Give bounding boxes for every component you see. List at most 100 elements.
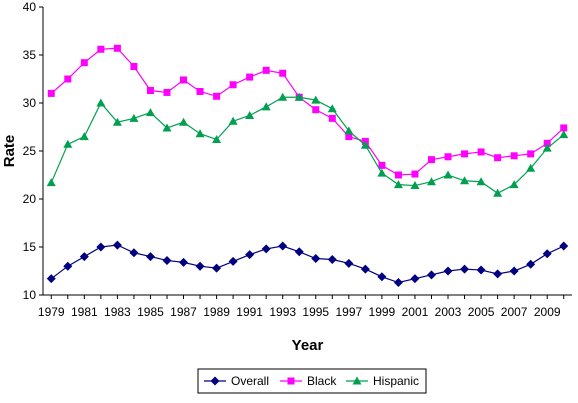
hispanic-point xyxy=(162,123,172,132)
hispanic-point xyxy=(278,92,288,101)
overall-point xyxy=(46,274,56,284)
overall-point xyxy=(493,269,503,279)
hispanic-point xyxy=(493,188,503,197)
black-point xyxy=(246,73,254,81)
black-point xyxy=(494,154,502,162)
series-layer xyxy=(46,44,569,288)
y-tick-label: 40 xyxy=(23,0,37,14)
hispanic-point xyxy=(327,104,337,113)
black-point xyxy=(427,156,435,164)
x-tick-label: 1991 xyxy=(236,305,263,319)
black-line xyxy=(50,47,565,176)
hispanic-point xyxy=(179,117,189,126)
hispanic-point xyxy=(443,170,453,179)
hispanic-point xyxy=(559,130,569,139)
overall-point xyxy=(261,244,271,254)
black-point xyxy=(130,63,138,71)
black-point xyxy=(394,171,402,179)
x-tick-label: 1985 xyxy=(137,305,164,319)
black-point xyxy=(47,89,55,97)
y-tick-label: 30 xyxy=(23,96,37,110)
x-tick-label: 1997 xyxy=(335,305,362,319)
overall-point xyxy=(559,241,569,251)
x-tick-label: 2003 xyxy=(435,305,462,319)
y-tick-label: 25 xyxy=(23,144,37,158)
overall-point xyxy=(526,259,536,269)
black-point xyxy=(279,69,287,77)
hispanic-point xyxy=(228,116,238,125)
x-tick-label: 1995 xyxy=(302,305,329,319)
legend-label: Black xyxy=(307,374,337,388)
overall-point xyxy=(162,255,172,265)
overall-point xyxy=(377,272,387,282)
overall-point xyxy=(294,247,304,257)
hispanic-point xyxy=(542,143,552,152)
hispanic-line xyxy=(50,96,565,194)
hispanic-point xyxy=(195,129,205,138)
legend-item-hispanic: Hispanic xyxy=(346,374,419,388)
black-point xyxy=(180,76,188,84)
series-hispanic xyxy=(46,92,569,197)
black-point xyxy=(527,150,535,158)
x-tick-label: 1999 xyxy=(369,305,396,319)
overall-point xyxy=(327,254,337,264)
hispanic-point xyxy=(311,95,321,104)
legend-marker xyxy=(352,376,362,385)
overall-point xyxy=(228,256,238,266)
hispanic-point xyxy=(212,134,222,143)
y-axis: 10 15 20 25 30 35 40 xyxy=(23,0,44,302)
legend-marker xyxy=(210,376,220,386)
black-point xyxy=(196,87,204,95)
y-tick-label: 20 xyxy=(23,192,37,206)
overall-point xyxy=(509,266,519,276)
black-point xyxy=(543,139,551,147)
overall-point xyxy=(311,254,321,264)
black-point xyxy=(262,66,270,74)
series-overall xyxy=(46,240,569,288)
hispanic-point xyxy=(112,117,122,126)
hispanic-point xyxy=(393,180,403,189)
black-point xyxy=(80,59,88,67)
black-point xyxy=(213,92,221,100)
hispanic-point xyxy=(344,126,354,135)
x-tick-label: 2007 xyxy=(501,305,528,319)
overall-point xyxy=(393,278,403,288)
x-tick-label: 2001 xyxy=(402,305,429,319)
hispanic-point xyxy=(145,108,155,117)
x-axis: 1979 1981 1983 1985 1987 1989 1991 1993 1995 1997… xyxy=(38,294,572,319)
hispanic-point xyxy=(96,98,106,107)
black-point xyxy=(97,45,105,53)
x-tick-label: 1981 xyxy=(71,305,98,319)
black-point xyxy=(113,44,121,52)
legend-label: Overall xyxy=(231,374,269,388)
hispanic-point xyxy=(377,168,387,177)
black-point xyxy=(378,161,386,169)
overall-point xyxy=(145,252,155,262)
overall-point xyxy=(245,250,255,260)
overall-point xyxy=(79,252,89,262)
hispanic-point xyxy=(509,180,519,189)
overall-point xyxy=(129,248,139,258)
hispanic-point xyxy=(426,177,436,186)
black-point xyxy=(461,150,469,158)
overall-point xyxy=(96,242,106,252)
black-point xyxy=(229,81,237,89)
hispanic-point xyxy=(46,178,56,187)
overall-point xyxy=(443,266,453,276)
black-point xyxy=(345,133,353,141)
black-point xyxy=(163,88,171,96)
overall-point xyxy=(460,264,470,274)
overall-point xyxy=(179,257,189,267)
x-tick-label: 1983 xyxy=(104,305,131,319)
hispanic-point xyxy=(410,181,420,190)
hispanic-point xyxy=(360,140,370,149)
overall-point xyxy=(410,274,420,284)
hispanic-point xyxy=(476,177,486,186)
hispanic-point xyxy=(63,139,73,148)
hispanic-point xyxy=(79,132,89,141)
hispanic-point xyxy=(294,92,304,101)
overall-point xyxy=(476,265,486,275)
y-tick-label: 10 xyxy=(23,288,37,302)
legend-item-black: Black xyxy=(280,374,337,388)
